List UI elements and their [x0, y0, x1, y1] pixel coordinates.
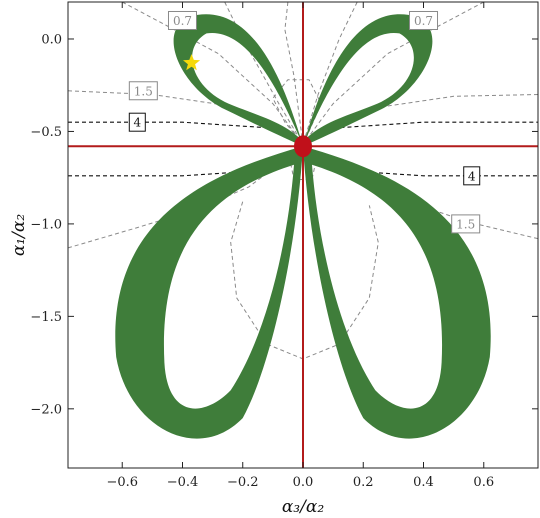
- y-tick-label: −2.0: [30, 402, 62, 417]
- y-axis-label: α₁/α₂: [9, 214, 29, 257]
- contour-line-gray: [284, 2, 304, 145]
- contour-label: 4: [463, 166, 481, 186]
- plot-area: 0.7 0.7 1.5 4 4 1.5: [68, 2, 538, 468]
- x-tick-label: −0.6: [106, 475, 138, 490]
- region-lobe-lower-right: [303, 146, 491, 439]
- y-tick-label: −0.5: [30, 125, 62, 140]
- y-tick-label: −1.0: [30, 217, 62, 232]
- contour-label-box: [128, 81, 158, 101]
- x-axis-label: α₃/α₂: [282, 497, 325, 517]
- contour-label: 0.7: [167, 10, 197, 30]
- contour-label-text: 4: [133, 116, 141, 130]
- contour-label-box: [463, 166, 481, 186]
- contour-label-text: 1.5: [456, 217, 475, 231]
- star-marker: [183, 54, 201, 71]
- contour-labels: 0.7 0.7 1.5 4 4 1.5: [128, 10, 481, 234]
- x-tick-label: 0.0: [293, 475, 314, 490]
- contour-label-text: 0.7: [173, 14, 192, 28]
- x-tick-label: −0.4: [167, 475, 199, 490]
- x-ticks: −0.6 −0.4 −0.2 0.0 0.2 0.4 0.6: [106, 2, 494, 490]
- contour-label: 1.5: [128, 81, 158, 101]
- y-ticks: 0.0 −0.5 −1.0 −1.5 −2.0: [30, 32, 538, 417]
- contour-label-box: [451, 214, 481, 234]
- x-tick-label: 0.6: [473, 475, 494, 490]
- markers: [183, 54, 312, 158]
- x-tick-label: 0.4: [413, 475, 434, 490]
- contour-label-text: 1.5: [134, 84, 153, 98]
- contour-label-text: 4: [468, 169, 476, 183]
- best-fit-dot: [294, 135, 312, 158]
- y-tick-label: 0.0: [41, 32, 62, 47]
- x-tick-label: −0.2: [227, 475, 259, 490]
- contour-line-gray: [302, 2, 358, 145]
- contour-label-text: 0.7: [414, 14, 433, 28]
- contour-line-gray: [230, 201, 379, 360]
- contour-label: 4: [128, 112, 146, 132]
- contour-label: 1.5: [451, 214, 481, 234]
- region-lobe-lower-left: [115, 146, 303, 439]
- contour-label: 0.7: [409, 10, 439, 30]
- y-tick-label: −1.5: [30, 310, 62, 325]
- contour-label-box: [409, 10, 439, 30]
- contour-label-box: [128, 112, 146, 132]
- x-tick-label: 0.2: [353, 475, 374, 490]
- contour-label-box: [167, 10, 197, 30]
- region-lobe-upper-left: [173, 14, 303, 147]
- contour-line-gray: [224, 2, 304, 145]
- region-lobe-upper-right: [303, 14, 433, 147]
